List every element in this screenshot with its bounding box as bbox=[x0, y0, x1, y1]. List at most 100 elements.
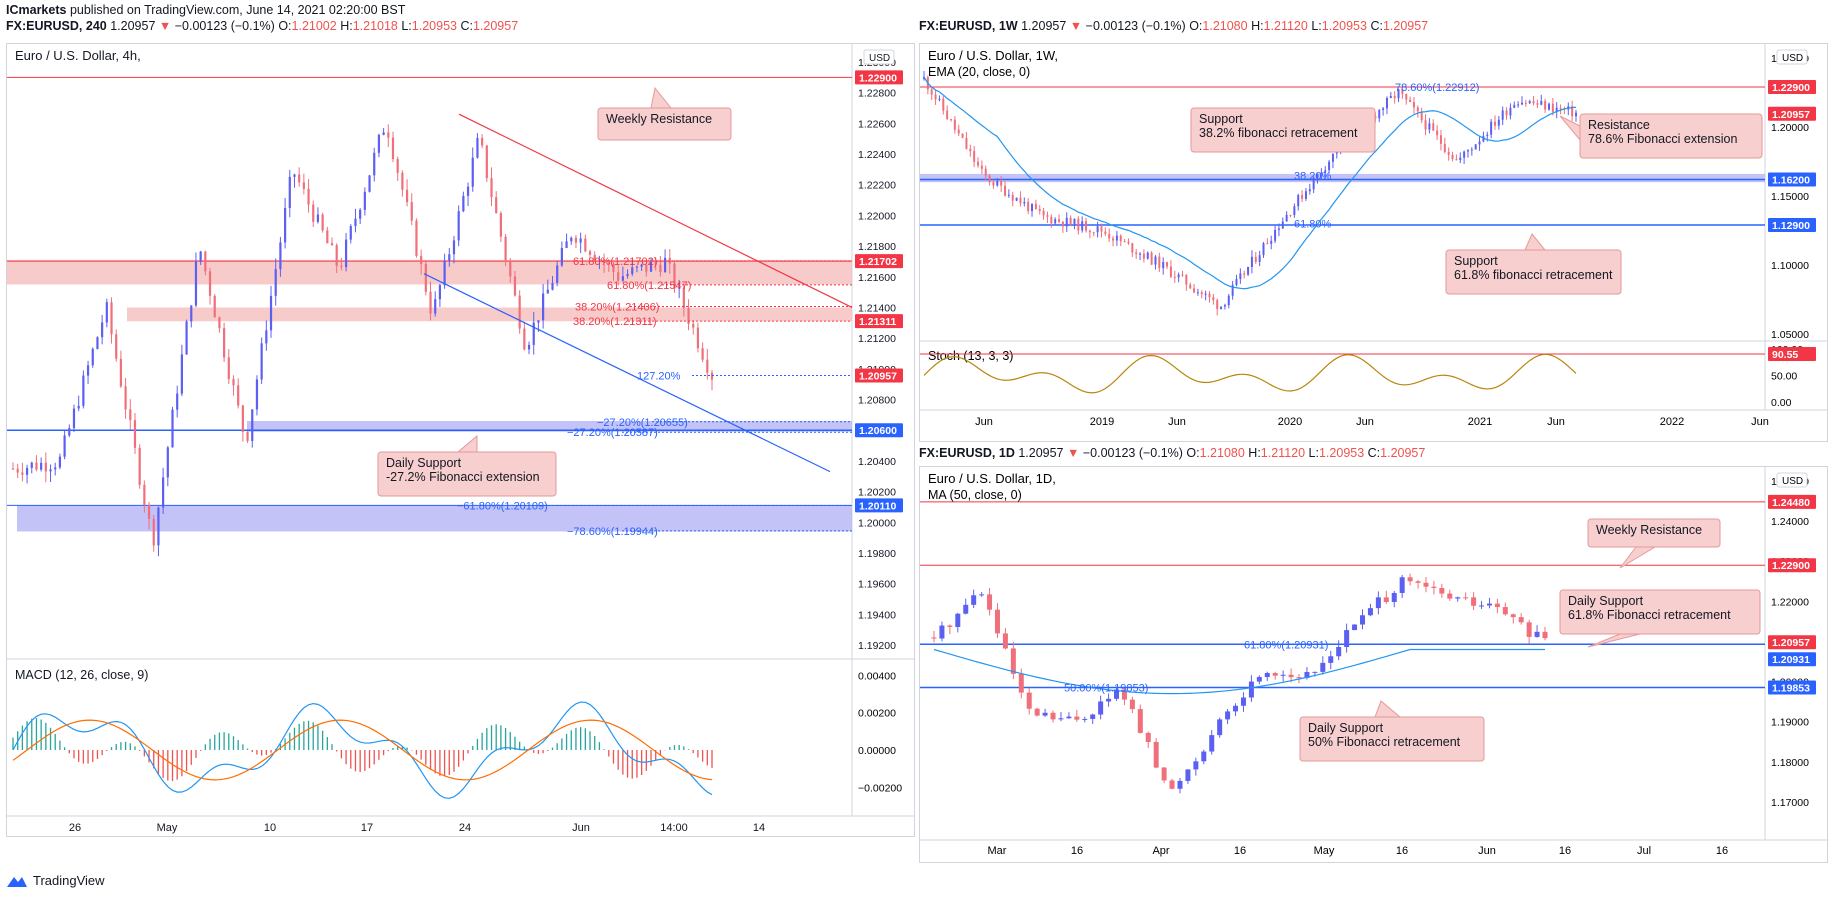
callout-pointer bbox=[1374, 700, 1402, 718]
candle-body bbox=[1004, 185, 1007, 196]
candle-body bbox=[1104, 231, 1107, 234]
candle-body bbox=[213, 295, 216, 318]
daily-support-50-callout-text: Daily Support bbox=[1308, 721, 1384, 735]
weekly-chart-svg[interactable]: 78.60%(1.22912)38.20%61.80%1.250001.2000… bbox=[920, 44, 1827, 441]
price-tag-bg bbox=[855, 70, 903, 85]
candle-body bbox=[1038, 209, 1041, 211]
publish-info: published on TradingView.com, June 14, 2… bbox=[69, 3, 406, 17]
candle-body bbox=[246, 431, 249, 441]
ohlc-key: L: bbox=[1308, 446, 1319, 460]
fib-label: −27.20%(1.20587) bbox=[567, 427, 658, 439]
candle-body bbox=[21, 472, 24, 475]
candle-body bbox=[1428, 123, 1431, 130]
candle-body bbox=[86, 365, 90, 376]
y-tick-label: 0.00000 bbox=[858, 745, 896, 757]
x-tick-label: 26 bbox=[69, 822, 81, 834]
candle-body bbox=[54, 467, 57, 470]
candle-body bbox=[405, 189, 409, 203]
candle-body bbox=[1090, 714, 1096, 719]
ohlc: O:1.21002 H:1.21018 L:1.20953 C:1.20957 bbox=[278, 19, 518, 33]
candle-body bbox=[35, 462, 38, 470]
candle-body bbox=[293, 174, 296, 177]
callout-pointer bbox=[650, 86, 673, 109]
candle-body bbox=[1526, 622, 1532, 637]
candle-body bbox=[218, 317, 221, 329]
candle-body bbox=[185, 321, 188, 355]
ohlc-key: H: bbox=[1248, 446, 1261, 460]
candle-body bbox=[1397, 89, 1400, 99]
y-tick-label: 1.22800 bbox=[858, 88, 896, 100]
fib-label: −61.80%(1.20109) bbox=[457, 501, 548, 513]
candle-body bbox=[1391, 592, 1397, 602]
candle-body bbox=[391, 137, 395, 160]
fib-label: 61.80% bbox=[1294, 219, 1332, 231]
support-zone-2 bbox=[17, 505, 852, 532]
y-tick-label: 1.22600 bbox=[858, 118, 896, 130]
candle-body bbox=[208, 271, 212, 296]
candle-body bbox=[1034, 203, 1037, 210]
candle-body bbox=[1455, 597, 1461, 599]
bottom-right-chart-panel[interactable]: 61.80%(1.20931)50.00%(1.19853)1.250001.2… bbox=[919, 466, 1828, 863]
candle-body bbox=[1085, 221, 1088, 231]
ohlc-value: 1.20953 bbox=[1321, 19, 1367, 33]
candle-body bbox=[1223, 305, 1226, 307]
y-tick-label: 1.10000 bbox=[1771, 260, 1809, 272]
ohlc-key: O: bbox=[278, 19, 292, 33]
candle-body bbox=[1061, 221, 1064, 227]
candle-body bbox=[1209, 735, 1215, 752]
candle-body bbox=[1281, 221, 1284, 229]
candle-body bbox=[1383, 597, 1389, 602]
candle-body bbox=[626, 273, 629, 277]
candle-body bbox=[663, 257, 667, 272]
candle-body bbox=[692, 323, 695, 328]
candle-body bbox=[1505, 110, 1508, 116]
top-right-chart-panel[interactable]: 78.60%(1.22912)38.20%61.80%1.250001.2000… bbox=[919, 43, 1828, 442]
candle-body bbox=[931, 637, 937, 639]
left-chart-panel[interactable]: 61.80%(1.21702) 61.80%(1.21547) 38.20%(1.2… bbox=[6, 43, 915, 837]
candle-body bbox=[1011, 194, 1014, 201]
candle-body bbox=[1208, 293, 1211, 298]
candle-body bbox=[953, 119, 956, 130]
last-price: 1.20957 bbox=[1018, 446, 1064, 460]
price-tag: 1.20110 bbox=[859, 500, 897, 512]
candle-body bbox=[631, 267, 634, 274]
support-382-callout-box bbox=[1190, 107, 1376, 153]
candle-body bbox=[1416, 107, 1419, 112]
candle-body bbox=[996, 180, 999, 186]
candle-body bbox=[105, 302, 108, 323]
candle-body bbox=[1490, 121, 1493, 135]
candle-body bbox=[1502, 607, 1508, 615]
candle-body bbox=[523, 328, 526, 350]
candle-body bbox=[565, 241, 568, 248]
daily-support-618-callout-box bbox=[1559, 589, 1761, 635]
callout-pointer bbox=[1559, 115, 1581, 142]
candle-body bbox=[977, 161, 980, 166]
candle-body bbox=[1359, 615, 1365, 625]
candle-body bbox=[1555, 107, 1558, 113]
x-tick-label: 2019 bbox=[1090, 416, 1114, 428]
candle-body bbox=[1367, 608, 1373, 616]
weekly-resistance-callout-text: Weekly Resistance bbox=[1596, 523, 1702, 537]
candle-body bbox=[1240, 697, 1246, 706]
candle-body bbox=[1220, 306, 1223, 309]
y-tick-label: 1.21400 bbox=[858, 302, 896, 314]
candle-body bbox=[227, 357, 230, 380]
candle-body bbox=[1227, 295, 1230, 306]
candle-body bbox=[1471, 597, 1477, 606]
fib-label: 61.80%(1.21702) bbox=[573, 256, 657, 268]
candle-body bbox=[1293, 206, 1296, 216]
support-zone bbox=[247, 421, 852, 432]
ohlc-key: C: bbox=[1367, 446, 1381, 460]
tradingview-footer[interactable]: TradingView bbox=[6, 873, 105, 888]
candle-body bbox=[1069, 217, 1072, 225]
y-tick-label: 1.19600 bbox=[858, 579, 896, 591]
symbol-label: FX:EURUSD, 1W bbox=[919, 19, 1018, 33]
support-618-callout-text: 61.8% fibonacci retracement bbox=[1454, 268, 1613, 282]
fib-label: 127.20% bbox=[637, 370, 681, 382]
candle-body bbox=[946, 110, 949, 120]
candle-body bbox=[1544, 100, 1547, 110]
daily-chart-svg[interactable]: 61.80%(1.20931)50.00%(1.19853)1.250001.2… bbox=[920, 467, 1827, 862]
candle-body bbox=[963, 604, 969, 614]
left-chart-svg[interactable]: 61.80%(1.21702) 61.80%(1.21547) 38.20%(1.2… bbox=[7, 44, 914, 836]
x-tick-label: May bbox=[157, 822, 178, 834]
